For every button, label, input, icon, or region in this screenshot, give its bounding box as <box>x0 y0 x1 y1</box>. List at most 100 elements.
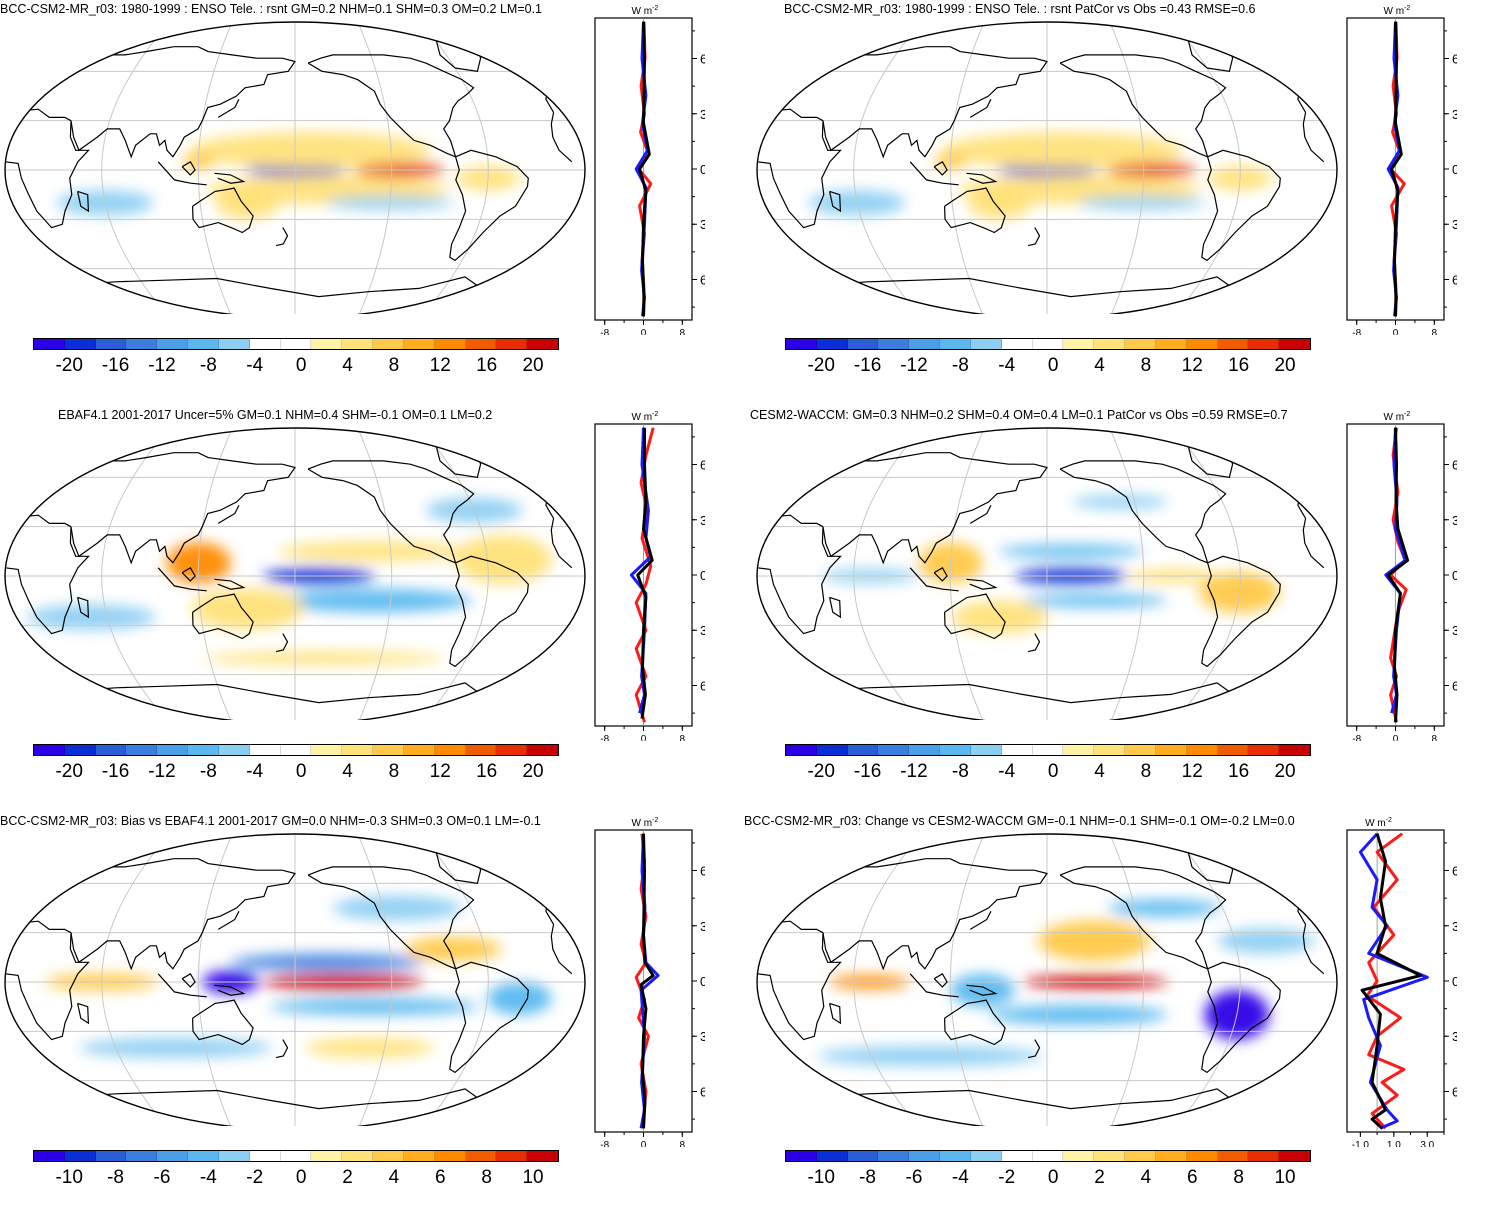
colorbar-swatch <box>496 339 528 349</box>
colorbar-swatch <box>496 1151 528 1161</box>
colorbar-label: -12 <box>900 761 928 782</box>
coastline <box>307 468 456 564</box>
coastline <box>1059 62 1208 158</box>
coastline <box>1027 633 1041 653</box>
colorbar-swatch <box>1248 745 1280 755</box>
anomaly-region <box>190 132 432 169</box>
x-label: -8 <box>600 1140 609 1147</box>
colorbar-swatch <box>1094 1151 1126 1161</box>
colorbar-swatch <box>403 339 435 349</box>
colorbar <box>33 338 559 350</box>
colorbar-label: 16 <box>1228 761 1250 782</box>
coastline <box>969 911 992 930</box>
coastline <box>1059 874 1208 970</box>
colorbar-swatch <box>311 1151 343 1161</box>
coastline <box>1201 149 1281 262</box>
coastline <box>819 682 1273 704</box>
longitude-line <box>1172 22 1241 314</box>
coastline <box>1284 886 1300 901</box>
colorbar-swatch <box>878 339 910 349</box>
colorbar-label: 20 <box>522 355 544 376</box>
anomaly-region <box>455 534 552 585</box>
colorbar-label: 20 <box>1274 761 1296 782</box>
anomaly-region <box>27 604 157 630</box>
coastline <box>1284 74 1300 89</box>
longitude-line <box>101 22 170 314</box>
anomaly-region <box>305 1037 435 1058</box>
colorbar-swatch <box>342 339 374 349</box>
colorbar-label: 8 <box>481 1167 492 1188</box>
coastline <box>214 984 246 996</box>
colorbar-swatch <box>373 1151 404 1161</box>
colorbar-swatch <box>218 1151 250 1161</box>
colorbar-swatch <box>188 1151 219 1161</box>
colorbar-label: 20 <box>522 761 544 782</box>
profile-line-black <box>1360 833 1423 1130</box>
colorbar-swatch <box>1094 339 1126 349</box>
colorbar-swatch <box>64 745 96 755</box>
colorbar-swatch <box>64 339 96 349</box>
coastline <box>944 593 1006 640</box>
map-border <box>4 21 586 314</box>
panel-title: BCC-CSM2-MR_r03: Bias vs EBAF4.1 2001-20… <box>0 814 541 828</box>
colorbar-label: 8 <box>1140 761 1152 782</box>
colorbar-label: -20 <box>807 761 835 782</box>
colorbar-swatch <box>1248 1151 1280 1161</box>
colorbar-swatch <box>970 1151 1002 1161</box>
colorbar-swatch <box>34 1151 65 1161</box>
panel-6: BCC-CSM2-MR_r03: Change vs CESM2-WACCM G… <box>744 812 1487 1212</box>
colorbar <box>785 744 1311 756</box>
lat-label: 60S <box>1452 678 1457 693</box>
colorbar-swatch <box>970 745 1002 755</box>
colorbar-swatch <box>1063 339 1095 349</box>
coastline <box>966 172 998 184</box>
lat-label: 30S <box>700 217 705 232</box>
lat-label: 0 <box>1452 974 1457 989</box>
zonal-profile: W m-2 60N 30N 0 30S 60S -1.0 1.0 3.0 <box>1346 817 1457 1147</box>
lat-label: 30S <box>1452 1029 1457 1044</box>
anomaly-region <box>332 895 462 921</box>
longitude-line <box>101 834 170 1126</box>
colorbar-label: 10 <box>522 1167 544 1188</box>
lat-label: 0 <box>700 974 705 989</box>
zonal-profile: W m-2 60N 30N 0 30S 60S -8 0 8 <box>594 411 705 741</box>
colorbar-swatch <box>1032 745 1064 755</box>
colorbar-label: -4 <box>998 761 1016 782</box>
colorbar-swatch <box>1063 745 1095 755</box>
colorbar-label: 0 <box>295 1167 307 1188</box>
coastline <box>757 108 1325 229</box>
map <box>756 833 1338 1126</box>
lat-label: 60S <box>700 1084 705 1099</box>
colorbar-label: -20 <box>55 761 83 782</box>
lat-label: 60N <box>1452 458 1457 473</box>
coastline <box>77 1002 90 1025</box>
longitude-line <box>197 834 233 1126</box>
map-border <box>4 427 586 720</box>
longitude-line <box>101 428 170 720</box>
coastline <box>5 108 573 229</box>
coastline <box>181 972 196 988</box>
colorbar-swatch <box>95 745 127 755</box>
coastline <box>70 46 296 159</box>
colorbar-swatch <box>1155 1151 1187 1161</box>
colorbar-swatch <box>465 745 497 755</box>
profile-line-red <box>634 427 655 723</box>
profile-unit: W m-2 <box>632 817 659 829</box>
colorbar-swatch <box>816 745 848 755</box>
colorbar-label: -8 <box>199 761 217 782</box>
colorbar-swatch <box>816 339 848 349</box>
coastline <box>1201 961 1281 1074</box>
coastline <box>944 187 1006 234</box>
colorbar-swatch <box>786 745 817 755</box>
colorbar-label: 12 <box>1181 761 1203 782</box>
coastline <box>1027 227 1041 247</box>
coastline <box>275 227 289 247</box>
x-label: 3.0 <box>1420 1140 1434 1147</box>
coastline <box>933 566 948 582</box>
colorbar-swatch <box>1217 1151 1249 1161</box>
longitude-line <box>853 22 922 314</box>
colorbar-label: -4 <box>246 355 264 376</box>
colorbar-labels: -10 -8 -6 -4 -2 0 2 4 6 8 10 <box>785 1167 1311 1191</box>
lat-label: 0 <box>1452 568 1457 583</box>
x-label: -1.0 <box>1352 1140 1370 1147</box>
